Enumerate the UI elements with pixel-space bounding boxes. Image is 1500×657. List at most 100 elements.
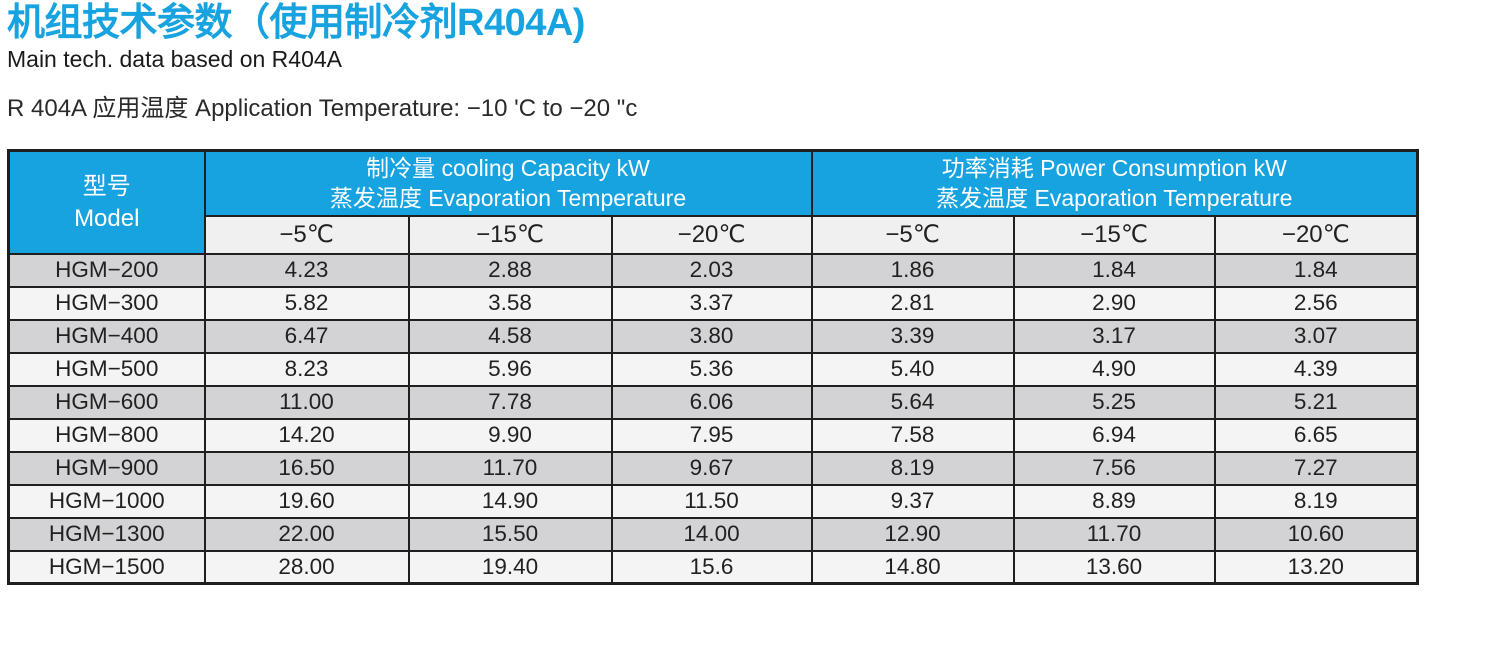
cooling-value-cell: 28.00 <box>203 549 410 585</box>
power-value-cell: 10.60 <box>1213 516 1419 552</box>
model-cell: HGM−1500 <box>7 549 206 585</box>
power-value-cell: 9.37 <box>810 483 1015 519</box>
page-title: 机组技术参数（使用制冷剂R404A) <box>7 2 585 44</box>
cooling-value-cell: 4.23 <box>203 252 410 288</box>
table-row: HGM−200 4.23 2.88 2.03 1.86 1.84 1.84 <box>7 252 1419 288</box>
model-cell: HGM−600 <box>7 384 206 420</box>
power-value-cell: 8.19 <box>810 450 1015 486</box>
model-cell: HGM−1000 <box>7 483 206 519</box>
power-value-cell: 8.19 <box>1213 483 1419 519</box>
cooling-value-cell: 2.88 <box>407 252 613 288</box>
cooling-value-cell: 14.00 <box>610 516 813 552</box>
cooling-value-cell: 9.67 <box>610 450 813 486</box>
cooling-value-cell: 3.80 <box>610 318 813 354</box>
table-row: HGM−600 11.00 7.78 6.06 5.64 5.25 5.21 <box>7 384 1419 420</box>
power-group-line2: 蒸发温度 Evaporation Temperature <box>936 184 1293 211</box>
cooling-value-cell: 5.36 <box>610 351 813 387</box>
cooling-value-cell: 6.06 <box>610 384 813 420</box>
table-row: HGM−900 16.50 11.70 9.67 8.19 7.56 7.27 <box>7 450 1419 486</box>
power-value-cell: 2.81 <box>810 285 1015 321</box>
cooling-value-cell: 11.70 <box>407 450 613 486</box>
cooling-temp-header-minus15: −15℃ <box>407 214 613 255</box>
cooling-value-cell: 3.58 <box>407 285 613 321</box>
cooling-temp-header-minus5: −5℃ <box>203 214 410 255</box>
temperature-subheader-row: −5℃ −15℃ −20℃ −5℃ −15℃ −20℃ <box>9 214 1419 255</box>
power-value-cell: 14.80 <box>810 549 1015 585</box>
cooling-capacity-group-header: 制冷量 cooling Capacity kW 蒸发温度 Evaporation… <box>203 149 813 217</box>
power-value-cell: 8.89 <box>1012 483 1216 519</box>
cooling-value-cell: 14.90 <box>407 483 613 519</box>
model-header-en: Model <box>74 204 140 232</box>
power-value-cell: 4.39 <box>1213 351 1419 387</box>
cooling-value-cell: 9.90 <box>407 417 613 453</box>
power-value-cell: 6.65 <box>1213 417 1419 453</box>
power-value-cell: 2.90 <box>1012 285 1216 321</box>
model-cell: HGM−900 <box>7 450 206 486</box>
cooling-value-cell: 11.00 <box>203 384 410 420</box>
model-cell: HGM−800 <box>7 417 206 453</box>
cooling-value-cell: 5.82 <box>203 285 410 321</box>
power-value-cell: 4.90 <box>1012 351 1216 387</box>
power-value-cell: 5.21 <box>1213 384 1419 420</box>
power-value-cell: 1.84 <box>1213 252 1419 288</box>
power-value-cell: 13.20 <box>1213 549 1419 585</box>
cooling-value-cell: 15.6 <box>610 549 813 585</box>
table-row: HGM−1500 28.00 19.40 15.6 14.80 13.60 13… <box>7 549 1419 585</box>
model-header-zh: 型号 <box>82 173 131 201</box>
table-row: HGM−300 5.82 3.58 3.37 2.81 2.90 2.56 <box>7 285 1419 321</box>
power-value-cell: 2.56 <box>1213 285 1419 321</box>
power-temp-header-minus20: −20℃ <box>1213 214 1419 255</box>
cooling-value-cell: 6.47 <box>203 318 410 354</box>
cooling-group-line1: 制冷量 cooling Capacity kW <box>366 154 650 181</box>
power-value-cell: 5.40 <box>810 351 1015 387</box>
power-value-cell: 7.58 <box>810 417 1015 453</box>
power-value-cell: 3.39 <box>810 318 1015 354</box>
power-value-cell: 12.90 <box>810 516 1015 552</box>
power-temp-header-minus5: −5℃ <box>810 214 1015 255</box>
cooling-value-cell: 11.50 <box>610 483 813 519</box>
cooling-value-cell: 2.03 <box>610 252 813 288</box>
cooling-value-cell: 16.50 <box>203 450 410 486</box>
table-row: HGM−1300 22.00 15.50 14.00 12.90 11.70 1… <box>7 516 1419 552</box>
power-value-cell: 1.84 <box>1012 252 1216 288</box>
model-column-header: 型号 Model <box>7 149 206 255</box>
power-value-cell: 1.86 <box>810 252 1015 288</box>
cooling-value-cell: 3.37 <box>610 285 813 321</box>
power-value-cell: 5.64 <box>810 384 1015 420</box>
cooling-group-line2: 蒸发温度 Evaporation Temperature <box>329 184 687 211</box>
power-group-line1: 功率消耗 Power Consumption kW <box>941 154 1287 181</box>
cooling-value-cell: 19.40 <box>407 549 613 585</box>
cooling-value-cell: 7.95 <box>610 417 813 453</box>
tech-data-table: 型号 Model 制冷量 cooling Capacity kW 蒸发温度 Ev… <box>7 149 1420 586</box>
power-value-cell: 13.60 <box>1012 549 1216 585</box>
page-subtitle: Main tech. data based on R404A <box>7 45 343 72</box>
model-cell: HGM−400 <box>7 318 206 354</box>
table-row: HGM−400 6.47 4.58 3.80 3.39 3.17 3.07 <box>7 318 1419 354</box>
model-cell: HGM−1300 <box>7 516 206 552</box>
power-value-cell: 11.70 <box>1012 516 1216 552</box>
application-temperature-note: R 404A 应用温度 Application Temperature: −10… <box>7 94 638 122</box>
power-value-cell: 7.56 <box>1012 450 1216 486</box>
model-cell: HGM−500 <box>7 351 206 387</box>
power-value-cell: 6.94 <box>1012 417 1216 453</box>
power-value-cell: 3.17 <box>1012 318 1216 354</box>
cooling-value-cell: 7.78 <box>407 384 613 420</box>
power-consumption-group-header: 功率消耗 Power Consumption kW 蒸发温度 Evaporati… <box>810 149 1419 217</box>
table-row: HGM−1000 19.60 14.90 11.50 9.37 8.89 8.1… <box>7 483 1419 519</box>
power-value-cell: 3.07 <box>1213 318 1419 354</box>
cooling-value-cell: 19.60 <box>203 483 410 519</box>
cooling-temp-header-minus20: −20℃ <box>610 214 813 255</box>
power-value-cell: 5.25 <box>1012 384 1216 420</box>
cooling-value-cell: 14.20 <box>203 417 410 453</box>
power-temp-header-minus15: −15℃ <box>1012 214 1216 255</box>
cooling-value-cell: 22.00 <box>203 516 410 552</box>
cooling-value-cell: 4.58 <box>407 318 613 354</box>
cooling-value-cell: 8.23 <box>203 351 410 387</box>
model-cell: HGM−200 <box>7 252 206 288</box>
catalog-page: 机组技术参数（使用制冷剂R404A) Main tech. data based… <box>7 2 1420 586</box>
cooling-value-cell: 5.96 <box>407 351 613 387</box>
cooling-value-cell: 15.50 <box>407 516 613 552</box>
table-row: HGM−800 14.20 9.90 7.95 7.58 6.94 6.65 <box>7 417 1419 453</box>
group-header-row: 型号 Model 制冷量 cooling Capacity kW 蒸发温度 Ev… <box>7 149 1419 255</box>
power-value-cell: 7.27 <box>1213 450 1419 486</box>
